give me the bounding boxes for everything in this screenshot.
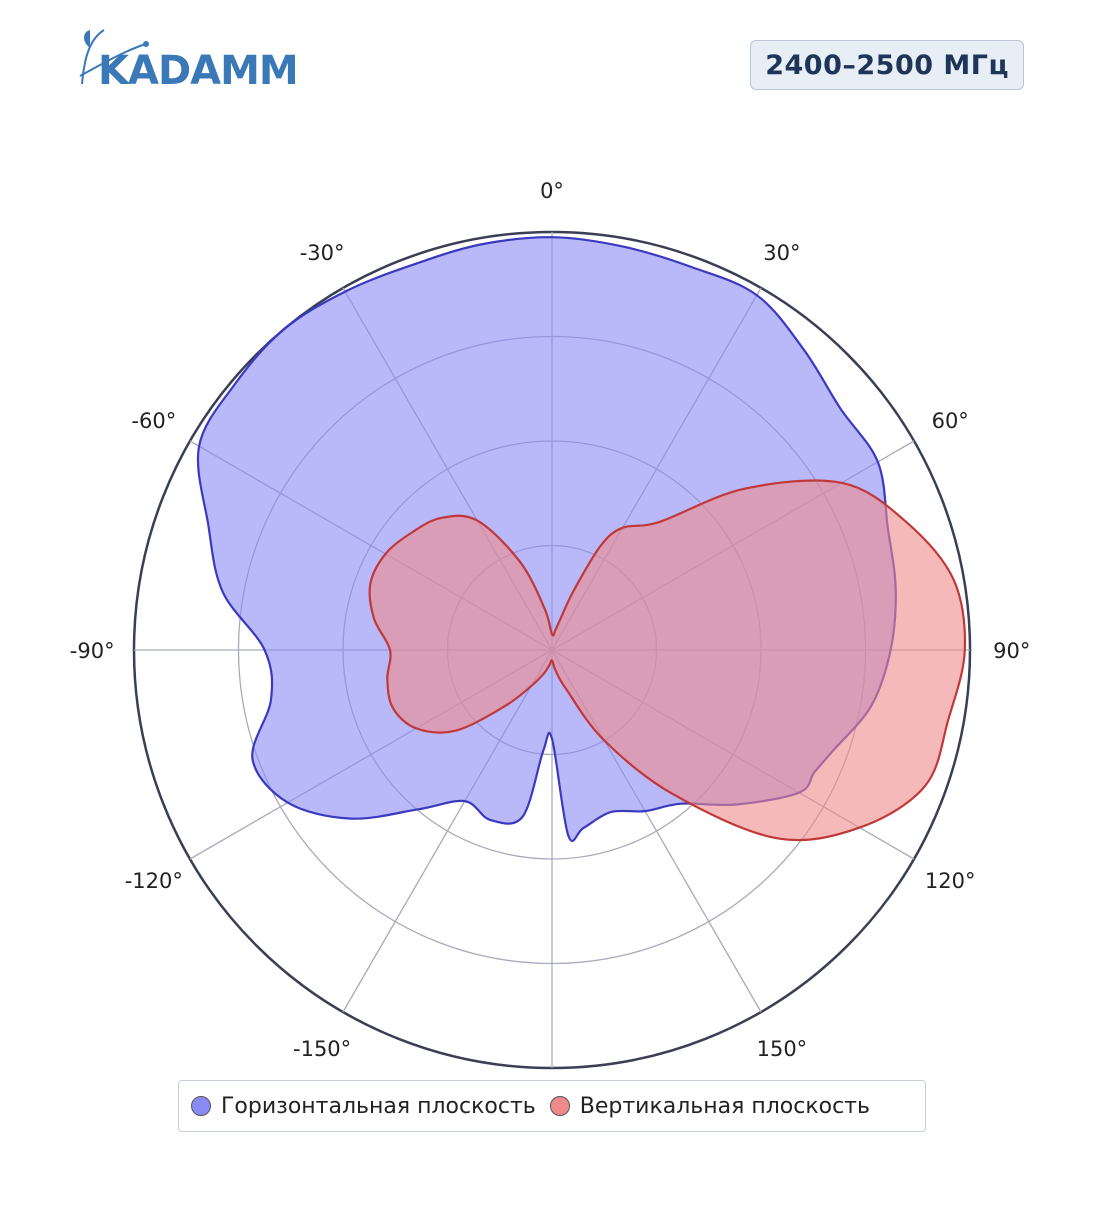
- kadamm-logo: KADAMM: [79, 29, 298, 92]
- angle-tick-label: 30°: [763, 241, 800, 265]
- angle-tick-label: -90°: [70, 639, 115, 663]
- polar-series: [196, 236, 967, 843]
- angle-tick-label: 90°: [993, 639, 1030, 663]
- legend-label-vertical: Вертикальная плоскость: [579, 1093, 870, 1119]
- angle-tick-label: -150°: [293, 1037, 351, 1061]
- legend: Горизонтальная плоскость Вертикальная пл…: [178, 1080, 926, 1132]
- angle-tick-label: -120°: [125, 869, 183, 893]
- angle-tick-label: 0°: [540, 179, 564, 203]
- angle-tick-label: 150°: [757, 1037, 808, 1061]
- legend-swatch-vertical: [549, 1096, 570, 1116]
- angular-tick-labels: 0° 30° 60° 90° 120° 150° -30° -60° -90° -120° -150…: [70, 179, 1031, 1061]
- frequency-badge: 2400–2500 МГц: [750, 40, 1024, 90]
- legend-item-vertical[interactable]: Вертикальная плоскость: [549, 1093, 870, 1119]
- angle-tick-label: -30°: [300, 241, 345, 265]
- logo-mark: [79, 29, 149, 85]
- series-vertical-area: [368, 479, 967, 842]
- angle-tick-label: 60°: [932, 409, 969, 433]
- logo-text: KADAMM: [98, 48, 298, 92]
- angle-tick-label: -60°: [131, 409, 176, 433]
- legend-swatch-horizontal: [191, 1096, 211, 1116]
- legend-label-horizontal: Горизонтальная плоскость: [221, 1093, 536, 1119]
- angle-tick-label: 120°: [925, 869, 976, 893]
- frequency-label: 2400–2500 МГц: [765, 49, 1009, 81]
- legend-item-horizontal[interactable]: Горизонтальная плоскость: [191, 1094, 536, 1119]
